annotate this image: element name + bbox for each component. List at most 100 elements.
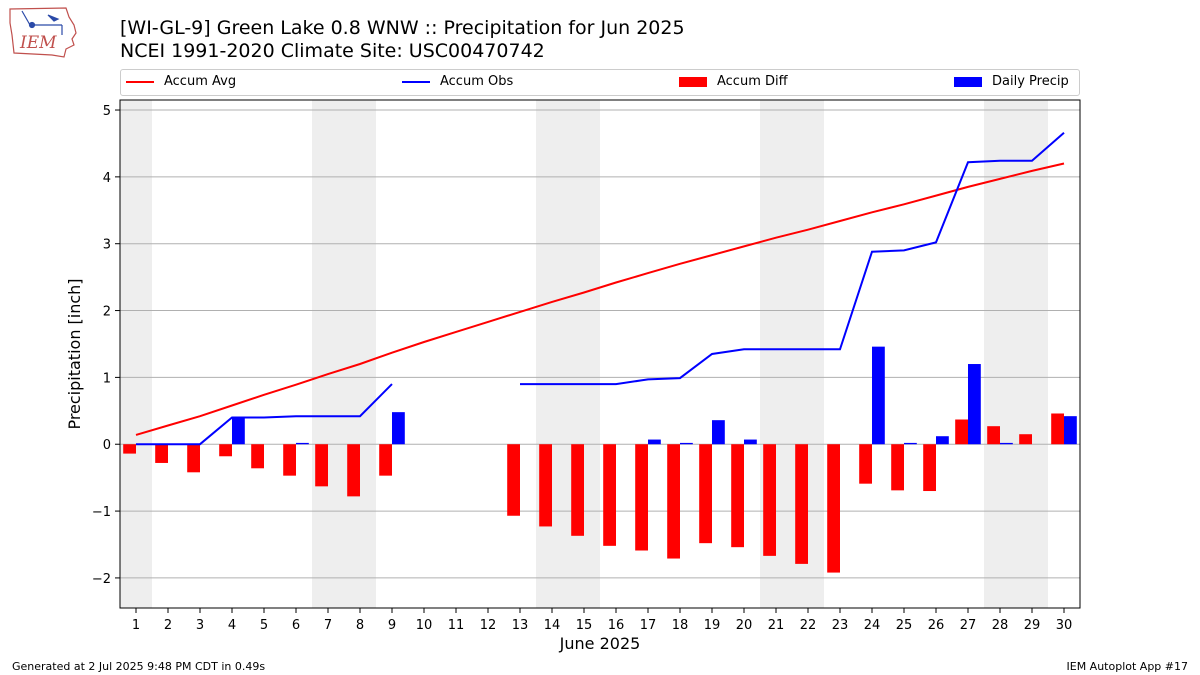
x-tick-label: 7 bbox=[324, 618, 332, 633]
daily-precip-bar bbox=[936, 436, 949, 445]
y-tick-label: 4 bbox=[103, 171, 111, 186]
legend-swatch-accum-obs bbox=[402, 80, 430, 83]
legend-item-daily-precip: Daily Precip bbox=[954, 74, 1069, 89]
daily-precip-bar bbox=[648, 439, 661, 445]
daily-precip-bar bbox=[712, 420, 725, 445]
x-tick-label: 9 bbox=[388, 618, 396, 633]
x-tick-label: 2 bbox=[164, 618, 172, 633]
accum-diff-bar bbox=[859, 444, 872, 484]
y-tick-label: −2 bbox=[92, 572, 111, 587]
x-tick-label: 20 bbox=[736, 618, 753, 633]
logo-text: IEM bbox=[19, 33, 57, 53]
weekend-shade bbox=[312, 100, 344, 608]
accum-diff-bar bbox=[1019, 434, 1032, 445]
accum-diff-bar bbox=[283, 444, 296, 476]
accum-diff-bar bbox=[187, 444, 200, 473]
daily-precip-bar bbox=[296, 442, 309, 445]
daily-precip-bar bbox=[744, 439, 757, 445]
chart-title: [WI-GL-9] Green Lake 0.8 WNW :: Precipit… bbox=[120, 17, 685, 39]
accum-avg-line bbox=[135, 162, 1065, 436]
x-tick-label: 11 bbox=[448, 618, 465, 633]
accum-diff-bar bbox=[731, 444, 744, 548]
x-tick-label: 19 bbox=[704, 618, 721, 633]
y-tick-label: 1 bbox=[103, 371, 111, 386]
chart-subtitle: NCEI 1991-2020 Climate Site: USC00470742 bbox=[120, 40, 545, 62]
legend-item-accum-avg: Accum Avg bbox=[126, 74, 236, 89]
daily-precip-bar bbox=[1000, 442, 1013, 445]
x-tick-label: 13 bbox=[512, 618, 529, 633]
accum-diff-bar bbox=[667, 444, 680, 559]
x-tick-label: 3 bbox=[196, 618, 204, 633]
accum-diff-bar bbox=[507, 444, 520, 516]
legend-label-accum-diff: Accum Diff bbox=[717, 74, 788, 89]
x-tick-label: 18 bbox=[672, 618, 689, 633]
y-tick-label: 5 bbox=[103, 104, 111, 119]
accum-diff-bar bbox=[219, 444, 232, 457]
x-tick-label: 22 bbox=[800, 618, 817, 633]
accum-diff-bar bbox=[1051, 413, 1064, 445]
x-tick-label: 16 bbox=[608, 618, 625, 633]
accum-diff-bar bbox=[955, 419, 968, 445]
x-tick-label: 14 bbox=[544, 618, 561, 633]
legend-swatch-accum-avg bbox=[126, 80, 154, 83]
accum-diff-bar bbox=[699, 444, 712, 544]
daily-precip-bar bbox=[1064, 416, 1077, 445]
x-tick-label: 4 bbox=[228, 618, 236, 633]
daily-precip-bar bbox=[232, 417, 245, 445]
x-tick-label: 23 bbox=[832, 618, 849, 633]
daily-precip-bar bbox=[392, 412, 405, 445]
x-tick-label: 24 bbox=[864, 618, 881, 633]
x-tick-label: 15 bbox=[576, 618, 593, 633]
iem-logo: IEM bbox=[9, 7, 77, 58]
weekend-shade bbox=[344, 100, 376, 608]
x-tick-label: 25 bbox=[896, 618, 913, 633]
legend: Accum Avg Accum Obs Accum Diff Daily Pre… bbox=[120, 69, 1080, 96]
x-tick-label: 12 bbox=[480, 618, 497, 633]
x-tick-label: 17 bbox=[640, 618, 657, 633]
x-axis-label: June 2025 bbox=[559, 634, 641, 653]
legend-label-accum-obs: Accum Obs bbox=[440, 74, 514, 89]
accum-diff-bar bbox=[987, 426, 1000, 445]
accum-diff-bar bbox=[379, 444, 392, 476]
weekend-shade bbox=[984, 100, 1016, 608]
accum-diff-bar bbox=[571, 444, 584, 536]
y-tick-label: 2 bbox=[103, 305, 111, 320]
x-tick-label: 8 bbox=[356, 618, 364, 633]
weekend-shade bbox=[120, 100, 152, 608]
x-tick-label: 10 bbox=[416, 618, 433, 633]
accum-diff-bar bbox=[251, 444, 264, 469]
accum-diff-bar bbox=[539, 444, 552, 527]
daily-precip-bar bbox=[968, 364, 981, 445]
legend-item-accum-obs: Accum Obs bbox=[402, 74, 513, 89]
x-tick-label: 1 bbox=[132, 618, 140, 633]
accum-diff-bar bbox=[315, 444, 328, 487]
daily-precip-bar bbox=[680, 442, 693, 445]
x-tick-label: 29 bbox=[1024, 618, 1041, 633]
footer-generated-text: Generated at 2 Jul 2025 9:48 PM CDT in 0… bbox=[12, 660, 266, 673]
y-tick-label: 3 bbox=[103, 238, 111, 253]
x-tick-label: 6 bbox=[292, 618, 300, 633]
accum-diff-bar bbox=[891, 444, 904, 491]
accum-diff-bar bbox=[923, 444, 936, 492]
legend-item-accum-diff: Accum Diff bbox=[679, 74, 788, 89]
y-axis-label: Precipitation [inch] bbox=[65, 278, 84, 429]
accum-obs-line bbox=[136, 132, 1065, 446]
plot-frame bbox=[119, 99, 1081, 609]
x-tick-label: 27 bbox=[960, 618, 977, 633]
legend-swatch-daily-precip bbox=[954, 76, 982, 87]
accum-diff-bar bbox=[603, 444, 616, 546]
x-tick-label: 21 bbox=[768, 618, 785, 633]
daily-precip-bar bbox=[872, 346, 885, 445]
legend-label-accum-avg: Accum Avg bbox=[164, 74, 237, 89]
x-tick-label: 26 bbox=[928, 618, 945, 633]
y-tick-label: −1 bbox=[92, 505, 111, 520]
legend-swatch-accum-diff bbox=[679, 76, 707, 87]
x-tick-label: 30 bbox=[1056, 618, 1073, 633]
accum-diff-bar bbox=[347, 444, 360, 497]
footer-app-text: IEM Autoplot App #17 bbox=[1066, 660, 1189, 673]
accum-diff-bar bbox=[795, 444, 808, 564]
legend-label-daily-precip: Daily Precip bbox=[992, 74, 1069, 89]
weekend-shade bbox=[1016, 100, 1048, 608]
accum-diff-bar bbox=[155, 444, 168, 463]
